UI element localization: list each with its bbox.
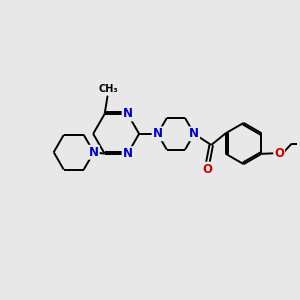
Text: O: O: [202, 163, 212, 176]
Text: N: N: [123, 107, 133, 120]
Text: N: N: [123, 147, 133, 160]
Text: O: O: [274, 147, 284, 160]
Text: N: N: [153, 127, 163, 140]
Text: N: N: [89, 146, 99, 159]
Text: N: N: [189, 127, 199, 140]
Text: CH₃: CH₃: [98, 84, 118, 94]
